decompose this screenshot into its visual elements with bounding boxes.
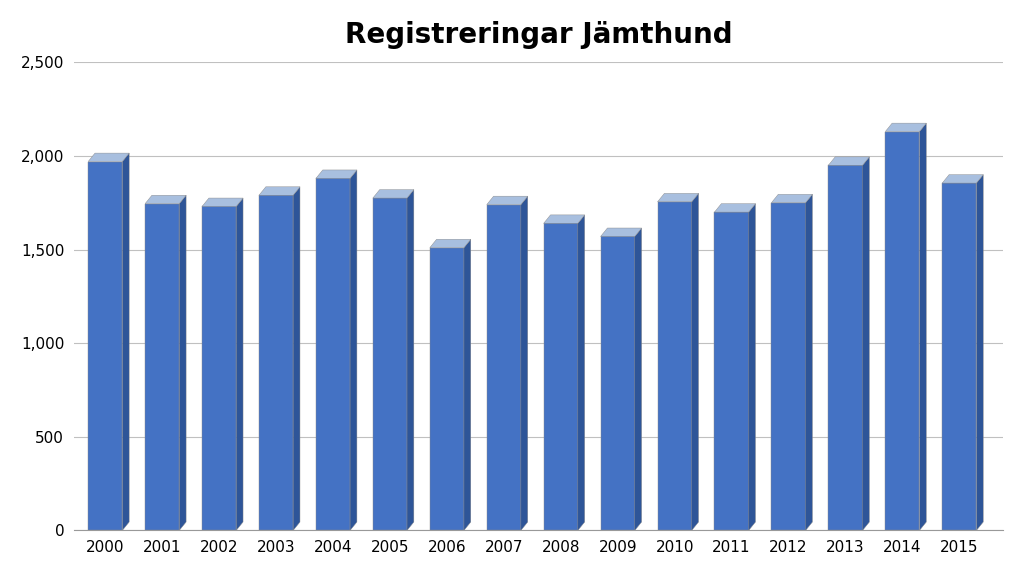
Polygon shape (635, 228, 642, 530)
Polygon shape (886, 131, 920, 530)
Polygon shape (771, 203, 806, 530)
Polygon shape (373, 190, 414, 198)
Polygon shape (259, 187, 300, 195)
Polygon shape (202, 206, 237, 530)
Polygon shape (88, 153, 129, 161)
Polygon shape (920, 123, 927, 530)
Polygon shape (464, 239, 471, 530)
Polygon shape (657, 194, 698, 202)
Polygon shape (544, 215, 585, 223)
Polygon shape (578, 215, 585, 530)
Polygon shape (828, 165, 862, 530)
Polygon shape (521, 196, 527, 530)
Polygon shape (486, 204, 521, 530)
Polygon shape (430, 239, 471, 248)
Polygon shape (771, 194, 812, 203)
Polygon shape (886, 123, 927, 131)
Polygon shape (749, 204, 756, 530)
Polygon shape (407, 190, 414, 530)
Polygon shape (350, 170, 357, 530)
Polygon shape (145, 204, 179, 530)
Polygon shape (862, 157, 869, 530)
Polygon shape (486, 196, 527, 204)
Polygon shape (316, 179, 350, 530)
Polygon shape (179, 195, 186, 530)
Polygon shape (373, 198, 407, 530)
Polygon shape (942, 183, 977, 530)
Polygon shape (657, 202, 692, 530)
Polygon shape (202, 198, 243, 206)
Polygon shape (692, 194, 698, 530)
Polygon shape (259, 195, 293, 530)
Polygon shape (601, 228, 642, 236)
Polygon shape (828, 157, 869, 165)
Polygon shape (316, 170, 357, 179)
Polygon shape (715, 204, 756, 212)
Polygon shape (122, 153, 129, 530)
Title: Registreringar Jämthund: Registreringar Jämthund (345, 21, 732, 49)
Polygon shape (237, 198, 243, 530)
Polygon shape (544, 223, 578, 530)
Polygon shape (715, 212, 749, 530)
Polygon shape (806, 194, 812, 530)
Polygon shape (430, 248, 464, 530)
Polygon shape (88, 161, 122, 530)
Polygon shape (145, 195, 186, 204)
Polygon shape (601, 236, 635, 530)
Polygon shape (942, 175, 983, 183)
Polygon shape (293, 187, 300, 530)
Polygon shape (977, 175, 983, 530)
